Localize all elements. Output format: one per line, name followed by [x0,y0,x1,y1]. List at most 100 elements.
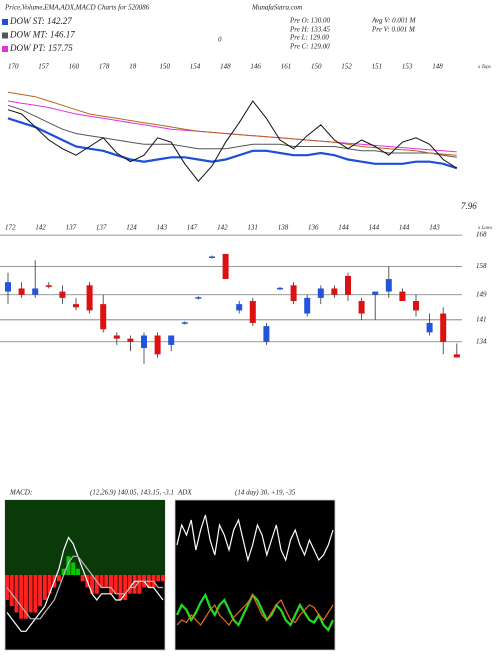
top-label: 146 [250,63,261,71]
low-label: 142 [217,224,228,232]
macd-panel-upper [5,500,165,575]
histogram-bar [57,575,61,582]
line [7,100,458,182]
annotation: Pre O: 130.00 [289,17,330,25]
candle-body [154,335,161,355]
adx-subtitle: (14 day) 30, +19, -35 [235,489,296,497]
y-tick-label: 141 [476,315,487,323]
candle-body [277,287,283,290]
histogram-bar [137,575,142,594]
legend-swatch [2,19,8,25]
legend-swatch [2,32,8,39]
candle-body [32,288,39,295]
candle-body [372,291,379,295]
candle-body [113,335,120,339]
histogram-bar [42,575,47,600]
candle-body [358,301,365,314]
candle-body [18,288,25,295]
candle-body [195,297,202,299]
candle-body [440,313,447,342]
candle-body [222,253,229,280]
histogram-bar [14,575,19,613]
histogram-bar [109,575,113,594]
legend-label: DOW ST: 142.27 [9,16,72,26]
histogram-bar [9,575,14,607]
macd-title: MACD: [9,489,32,497]
histogram-bar [28,575,33,613]
top-label: 153 [402,63,413,71]
adx-panel [174,499,336,651]
line [7,104,457,158]
histogram-bar [127,575,132,594]
candle-body [45,285,52,287]
source: MunafaSutra.com [251,4,302,12]
candle-body [385,279,392,292]
low-label: 138 [278,224,289,232]
annotation: Pre V: 0.001 M [371,26,416,34]
adx-title: ADX [177,489,192,497]
histogram-bar [38,575,43,607]
line [7,117,458,170]
macd-subtitle: (12,26,9) 140.05, 143.15, -3.1 [90,489,174,497]
candle-body [399,291,406,301]
histogram-bar [123,575,128,600]
top-label: 152 [341,63,352,71]
low-label: 136 [308,224,319,232]
low-label: 143 [157,224,168,232]
histogram-bar [80,575,85,582]
low-label: 143 [429,224,440,232]
candle-body [5,282,11,292]
low-label: 144 [338,224,349,232]
histogram-bar [94,575,99,594]
histogram-bar [23,575,28,619]
annotation: 7.96 [461,201,477,211]
top-label: 178 [99,63,110,71]
legend-swatch [2,46,8,52]
candle-body [181,322,188,324]
low-label: 172 [5,224,16,232]
candle-body [453,354,460,358]
annotation: Pre H: 133.45 [289,26,330,34]
candle-body [263,326,270,342]
candle-body [86,285,93,311]
legend-label: DOW PT: 157.75 [9,43,73,53]
histogram-bar [90,575,95,594]
y-tick-label: 158 [476,262,487,270]
low-label: 137 [96,224,107,232]
top-label: 150 [311,63,322,71]
candle-body [127,338,134,342]
tops-label: x Tops [477,65,491,70]
y-tick-label: 134 [476,337,487,345]
candle-body [73,304,79,308]
candle-body [59,291,66,298]
top-label: 148 [432,63,443,71]
top-label: 154 [190,63,201,71]
legend-label: DOW MT: 146.17 [9,30,75,40]
candle-body [413,301,419,311]
candle-body [290,285,297,301]
candle-body [345,275,351,295]
histogram-bar [19,575,24,619]
candle-body [209,256,215,258]
low-label: 144 [399,224,410,232]
histogram-bar [66,556,71,575]
low-label: 124 [126,224,137,232]
histogram-bar [104,575,109,588]
histogram-bar [61,568,66,575]
histogram-bar [113,575,118,594]
lows-label: x Lows [477,226,492,231]
candle-body [141,335,147,349]
top-label: 160 [69,63,80,71]
line [176,592,334,632]
top-label: 150 [160,63,171,71]
candle-body [236,304,243,311]
top-label: 157 [38,63,49,71]
histogram-bar [71,562,76,575]
y-tick-label: 149 [476,290,487,298]
line [6,555,163,620]
histogram-bar [47,575,52,594]
top-label: 170 [8,63,19,71]
low-label: 131 [247,224,258,232]
